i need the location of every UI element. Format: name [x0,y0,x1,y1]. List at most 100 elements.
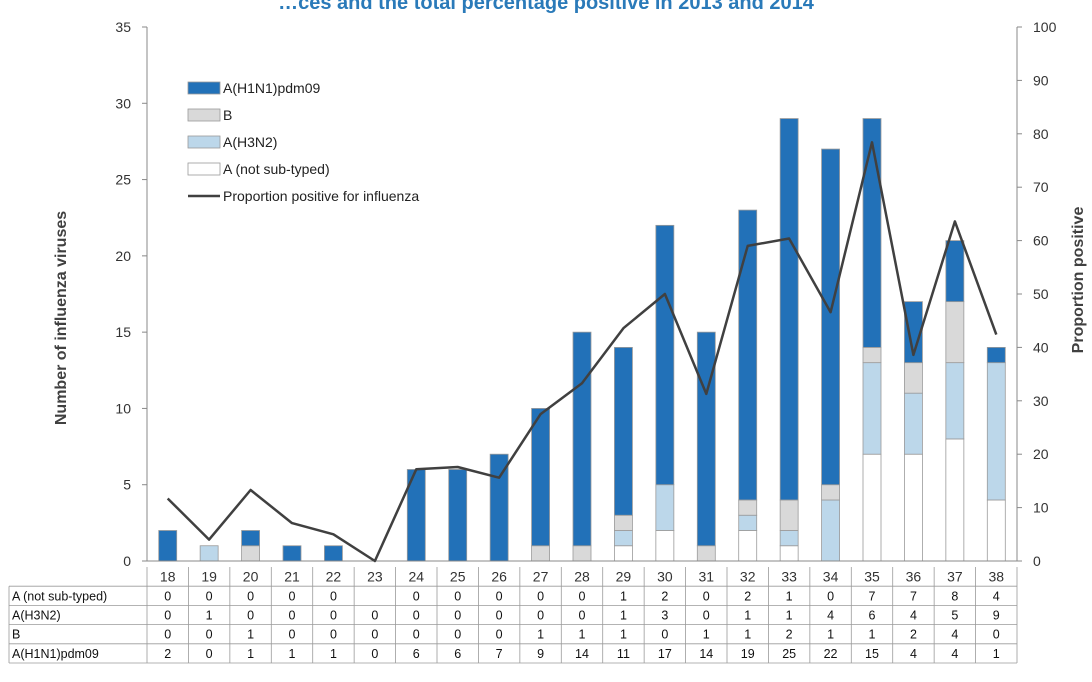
table-row-label: A(H3N2) [12,609,61,623]
table-row-label: A (not sub-typed) [12,589,107,603]
y-tick-label: 10 [115,400,131,416]
table-cell: 0 [330,628,337,642]
x-tick-label: 28 [574,569,590,585]
x-tick-label: 19 [201,569,217,585]
y-tick-label: 0 [123,553,131,569]
table-cell: 0 [993,628,1000,642]
table-cell: 0 [827,589,834,603]
bar-segment [779,545,799,562]
y2-tick-label: 90 [1033,72,1049,88]
bar-segment [614,530,633,547]
table-cell: 2 [661,589,668,603]
table-cell: 0 [247,609,254,623]
bar-segment [738,209,758,501]
legend: A(H1N1)pdm09 B A(H3N2) A (not sub-typed) Pro… [187,80,419,204]
table-cell: 1 [537,628,544,642]
x-tick-label: 20 [243,569,259,585]
table-cell: 1 [744,609,751,623]
table-cell: 0 [661,628,668,642]
table-cell: 1 [703,628,710,642]
bar-segment [862,453,882,562]
table-cell: 6 [454,647,461,661]
table-cell: 1 [579,628,586,642]
x-tick-label: 38 [988,569,1004,585]
table-cell: 5 [951,609,958,623]
table-cell: 2 [786,628,793,642]
y-tick-label: 5 [123,477,131,493]
table-cell: 0 [371,609,378,623]
table-cell: 1 [247,628,254,642]
x-tick-label: 29 [616,569,632,585]
table-cell: 0 [289,628,296,642]
x-tick-label: 23 [367,569,383,585]
bar-segment [655,224,675,486]
x-tick-label: 34 [823,569,839,585]
table-cell: 1 [247,647,254,661]
table-cell: 14 [699,647,713,661]
table-cell: 9 [537,647,544,661]
table-cell: 0 [496,589,503,603]
table-cell: 6 [869,609,876,623]
bar-segment [779,530,799,547]
x-tick-label: 36 [906,569,922,585]
table-cell: 15 [865,647,879,661]
x-tick-label: 37 [947,569,963,585]
bar-segment [904,301,923,364]
bar-segment [821,484,840,501]
bar-segment [945,362,965,440]
table-cell: 22 [824,647,838,661]
bar-segment [655,484,675,531]
bar-segment [945,240,965,303]
y2-tick-label: 10 [1033,500,1049,516]
bar-segment [696,545,716,562]
y2-tick-label: 20 [1033,446,1049,462]
table-cell: 4 [910,609,917,623]
bar-segment [904,453,923,562]
bar-segment [199,545,219,562]
bar-segment [738,530,758,562]
bar-segment [241,545,260,562]
table-cell: 0 [413,628,420,642]
y-tick-label: 25 [115,172,131,188]
y2-tick-label: 60 [1033,233,1049,249]
bar-segment [945,301,965,364]
table-cell: 1 [744,628,751,642]
bar-segment [738,514,758,531]
x-tick-label: 25 [450,569,466,585]
legend-label: Proportion positive for influenza [223,188,419,204]
axes-layer: 0 5 10 15 20 25 30 35 0 10 20 30 40 50 60 70 80 90 100 [115,19,1056,569]
bar-segment [862,362,882,455]
x-tick-label: 31 [698,569,714,585]
table-cell: 0 [289,589,296,603]
x-tick-label: 22 [326,569,342,585]
table-row-label: A(H1N1)pdm09 [12,647,99,661]
table-cell: 3 [661,609,668,623]
table-cell: 0 [413,589,420,603]
bars-layer [158,118,1006,562]
bar-segment [904,362,923,394]
table-cell: 0 [206,589,213,603]
table-cell: 4 [951,647,958,661]
y2-axis-title: Proportion positive [1070,207,1087,354]
y-axis-title: Number of influenza viruses [53,211,70,425]
bar-segment [821,148,840,486]
table-cell: 4 [951,628,958,642]
table-row-label: B [12,628,20,642]
table-cell: 2 [744,589,751,603]
bar-segment [696,331,716,547]
table-cell: 7 [910,589,917,603]
x-tick-label: 21 [284,569,300,585]
bar-segment [821,499,840,562]
table-cell: 0 [496,628,503,642]
bar-segment [862,346,882,364]
bar-segment [779,118,799,501]
table-cell: 0 [579,609,586,623]
table-cell: 9 [993,609,1000,623]
y-tick-label: 15 [115,324,131,340]
table-cell: 25 [782,647,796,661]
legend-swatch [187,81,221,95]
bar-segment [904,392,923,455]
table-cell: 1 [827,628,834,642]
table-cell: 19 [741,647,755,661]
table-cell: 0 [454,589,461,603]
